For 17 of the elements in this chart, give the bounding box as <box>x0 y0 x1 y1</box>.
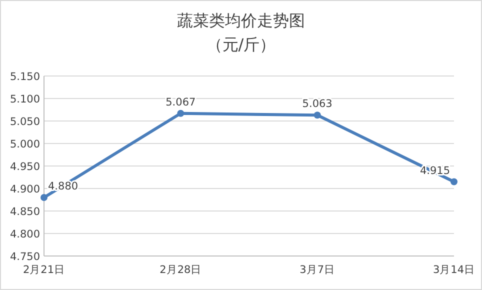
ytick: 5.000 <box>10 138 40 150</box>
title: 蔬菜类均价走势图 <box>177 11 305 30</box>
ytick: 5.050 <box>10 116 40 128</box>
ytick: 5.150 <box>10 71 40 83</box>
ytick: 5.100 <box>10 94 40 106</box>
data-label: 5.063 <box>302 98 332 110</box>
xtick: 2月28日 <box>160 264 202 276</box>
ytick: 4.900 <box>10 184 40 196</box>
xtick: 2月21日 <box>22 264 66 276</box>
ytick: 4.750 <box>10 251 40 263</box>
subtitle: （元/斤） <box>206 35 276 54</box>
xtick: 3月7日 <box>300 264 336 276</box>
data-label: 5.067 <box>166 96 196 108</box>
ytick: 4.850 <box>10 206 40 218</box>
ytick: 4.800 <box>10 228 40 240</box>
xtick: 3月14日 <box>432 264 476 276</box>
ytick: 4.950 <box>10 161 40 173</box>
